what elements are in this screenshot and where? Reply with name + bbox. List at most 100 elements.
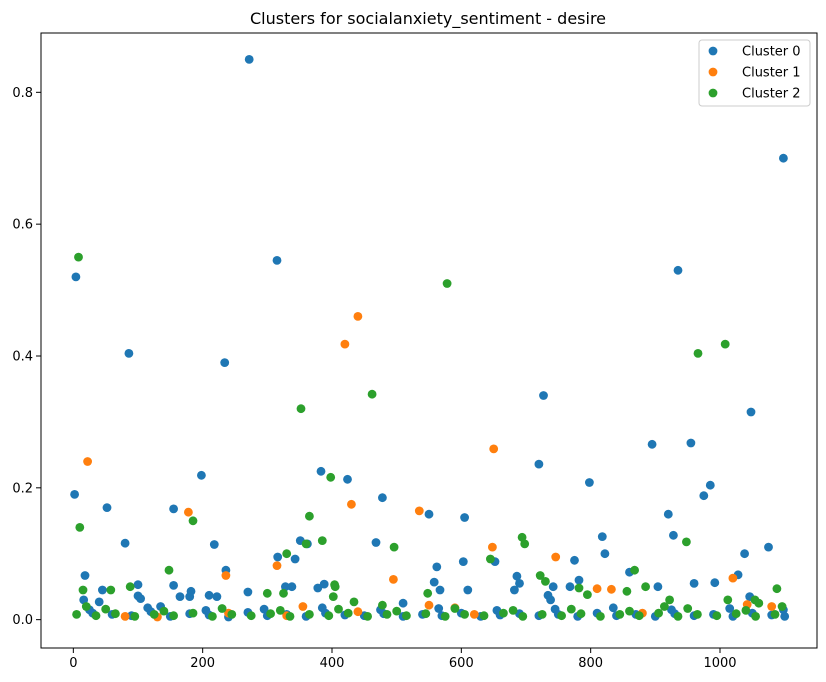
data-point bbox=[434, 604, 444, 613]
data-point bbox=[324, 611, 334, 621]
data-point bbox=[705, 480, 715, 490]
axes-frame bbox=[40, 32, 818, 649]
data-point bbox=[669, 530, 678, 540]
data-point bbox=[469, 610, 479, 619]
data-point bbox=[424, 600, 434, 610]
data-point bbox=[693, 610, 702, 619]
data-point bbox=[301, 539, 311, 549]
data-point bbox=[363, 612, 372, 621]
y-tick-label: 0.0 bbox=[12, 613, 33, 628]
data-point bbox=[548, 582, 558, 592]
data-point bbox=[398, 598, 408, 608]
data-point bbox=[479, 611, 489, 621]
data-point bbox=[71, 272, 81, 282]
data-point bbox=[537, 610, 547, 619]
data-point bbox=[120, 538, 130, 548]
data-point bbox=[75, 523, 85, 532]
x-tick-label: 200 bbox=[190, 656, 215, 671]
data-point bbox=[78, 585, 88, 595]
data-point bbox=[149, 610, 159, 619]
data-point bbox=[186, 586, 196, 596]
data-point bbox=[184, 507, 193, 517]
data-point bbox=[546, 595, 555, 605]
data-point bbox=[317, 603, 327, 613]
data-point bbox=[630, 565, 639, 575]
chart-title: Clusters for socialanxiety_sentiment - d… bbox=[250, 9, 606, 29]
data-point bbox=[221, 571, 231, 580]
data-point bbox=[741, 606, 751, 615]
data-point bbox=[551, 552, 561, 562]
data-point bbox=[654, 608, 663, 618]
data-point bbox=[772, 584, 782, 594]
data-point bbox=[220, 358, 230, 367]
data-point bbox=[608, 603, 618, 613]
data-point bbox=[275, 606, 285, 615]
data-point bbox=[133, 580, 143, 590]
legend-label: Cluster 0 bbox=[742, 45, 801, 60]
data-point bbox=[169, 504, 179, 514]
data-point bbox=[106, 585, 116, 595]
data-point bbox=[641, 582, 650, 592]
x-tick-label: 600 bbox=[449, 656, 474, 671]
data-point bbox=[343, 608, 353, 618]
legend: Cluster 0 Cluster 1 Cluster 2 bbox=[698, 39, 811, 107]
data-point bbox=[665, 595, 674, 605]
y-axis: 0.0 0.2 0.4 0.6 0.8 bbox=[12, 86, 41, 628]
data-point bbox=[566, 604, 576, 614]
data-point bbox=[328, 592, 338, 601]
data-point bbox=[313, 583, 323, 593]
data-point bbox=[83, 457, 92, 466]
legend-box bbox=[698, 39, 811, 107]
data-point bbox=[102, 503, 112, 512]
data-point bbox=[458, 557, 468, 566]
data-point bbox=[371, 538, 381, 547]
data-point bbox=[442, 279, 452, 288]
data-point bbox=[429, 577, 439, 587]
x-tick-label: 400 bbox=[320, 656, 345, 671]
data-point bbox=[91, 611, 101, 621]
data-point bbox=[615, 610, 625, 619]
data-point bbox=[570, 555, 579, 565]
data-point bbox=[421, 609, 431, 619]
data-point bbox=[244, 55, 254, 64]
data-point bbox=[585, 478, 594, 487]
data-point bbox=[246, 611, 256, 621]
y-tick-label: 0.8 bbox=[12, 86, 33, 101]
data-point bbox=[683, 604, 693, 613]
data-point bbox=[70, 490, 79, 499]
data-point bbox=[143, 603, 153, 613]
data-point bbox=[378, 600, 387, 610]
data-point bbox=[136, 594, 146, 603]
data-point bbox=[80, 571, 90, 580]
data-point bbox=[290, 554, 300, 564]
data-point bbox=[392, 606, 402, 616]
data-point bbox=[777, 602, 787, 611]
data-point bbox=[287, 582, 297, 592]
data-point bbox=[518, 612, 528, 621]
data-point bbox=[340, 339, 350, 349]
data-point bbox=[272, 256, 282, 265]
data-point bbox=[600, 549, 610, 559]
data-point bbox=[780, 612, 790, 621]
x-tick-label: 1000 bbox=[703, 656, 736, 671]
data-point bbox=[209, 540, 219, 549]
data-point bbox=[682, 537, 691, 547]
data-point bbox=[779, 153, 788, 163]
data-point bbox=[534, 459, 544, 469]
data-point bbox=[120, 612, 130, 621]
data-point bbox=[217, 604, 227, 613]
data-point bbox=[330, 582, 340, 592]
data-point bbox=[520, 539, 530, 549]
data-point bbox=[101, 604, 111, 614]
data-point bbox=[243, 587, 253, 597]
data-point bbox=[535, 571, 545, 580]
data-point bbox=[259, 604, 269, 614]
x-tick-label: 0 bbox=[69, 656, 77, 671]
data-point bbox=[74, 252, 83, 262]
data-point bbox=[334, 604, 343, 614]
data-point bbox=[508, 606, 518, 615]
data-point bbox=[305, 610, 314, 619]
data-point bbox=[111, 609, 120, 619]
